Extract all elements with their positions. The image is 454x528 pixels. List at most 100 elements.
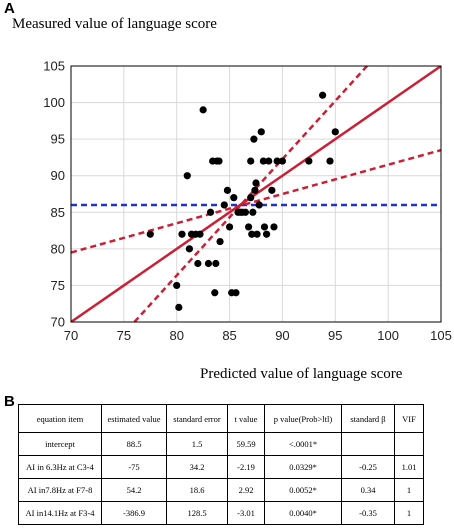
- data-point: [232, 289, 240, 297]
- cell: -0.35: [341, 501, 395, 525]
- cell: -386.9: [101, 501, 167, 525]
- cell: 0.0040*: [264, 501, 342, 525]
- data-point: [241, 208, 250, 216]
- cell: 0.0329*: [264, 455, 342, 479]
- data-point: [178, 230, 186, 238]
- y-tick-label: 95: [51, 132, 65, 147]
- data-point: [175, 303, 183, 311]
- x-tick-label: 95: [328, 328, 342, 343]
- cell: [394, 432, 424, 456]
- scatter-chart: 70 75 80 85 90 95 100 105 70 75 80 85 90 95 100 105: [43, 59, 452, 344]
- x-tick-label: 90: [275, 328, 289, 343]
- data-point: [216, 237, 224, 246]
- data-point: [245, 223, 253, 231]
- data-point: [252, 179, 260, 187]
- reference-lines: [71, 66, 441, 322]
- data-point: [259, 157, 267, 165]
- header-t-value: t value: [227, 404, 265, 433]
- data-point: [278, 157, 287, 165]
- data-point: [211, 289, 219, 297]
- x-tick-label: 80: [169, 328, 183, 343]
- cell: 0.34: [341, 478, 395, 502]
- y-tick-labels: 70 75 80 85 90 95 100 105: [43, 59, 65, 330]
- table-header-row: equation item estimated value standard e…: [18, 404, 424, 433]
- data-point: [248, 230, 256, 238]
- data-point: [225, 223, 234, 231]
- confidence-upper-line: [71, 148, 441, 254]
- cell: 1: [394, 478, 424, 502]
- data-point: [230, 194, 238, 202]
- y-tick-label: 105: [43, 59, 65, 74]
- data-point: [194, 259, 202, 268]
- data-point: [305, 157, 313, 165]
- cell: 54.2: [101, 478, 167, 502]
- data-point: [185, 245, 193, 253]
- cell: -2.19: [227, 455, 265, 479]
- data-point: [247, 194, 255, 202]
- data-point: [270, 223, 278, 231]
- data-point: [331, 128, 339, 136]
- header-vif: VIF: [394, 404, 424, 433]
- data-point: [326, 157, 334, 165]
- header-standard-beta: standard β: [341, 404, 395, 433]
- data-point: [199, 106, 207, 114]
- cell: 128.5: [166, 501, 228, 525]
- table-row: intercept 88.5 1.5 59.59 <.0001*: [18, 432, 424, 456]
- y-axis-title: Measured value of language score: [12, 16, 217, 32]
- cell: -3.01: [227, 501, 265, 525]
- x-tick-labels: 70 75 80 85 90 95 100 105: [64, 328, 452, 343]
- panel-label-a: A: [4, 0, 15, 17]
- x-tick-label: 105: [430, 328, 452, 343]
- data-point: [319, 91, 327, 99]
- cell: AI in 6.3Hz at C3-4: [18, 455, 102, 479]
- data-point: [196, 230, 204, 238]
- cell: [341, 432, 395, 456]
- y-tick-label: 70: [51, 315, 65, 330]
- data-point: [253, 230, 261, 238]
- cell: 18.6: [166, 478, 228, 502]
- cell: 34.2: [166, 455, 228, 479]
- data-point: [250, 135, 258, 143]
- cell: 2.92: [227, 478, 265, 502]
- header-equation-item: equation item: [18, 404, 102, 433]
- cell: 88.5: [101, 432, 167, 456]
- x-tick-label: 100: [377, 328, 399, 343]
- cell: 59.59: [227, 432, 265, 456]
- header-estimated-value: estimated value: [101, 404, 167, 433]
- data-point: [257, 128, 265, 136]
- table-row: AI in7.8Hz at F7-8 54.2 18.6 2.92 0.0052…: [18, 478, 424, 502]
- data-point: [215, 157, 223, 165]
- panel-label-b: B: [4, 393, 15, 410]
- data-point: [146, 230, 154, 238]
- header-standard-error: standard error: [166, 404, 228, 433]
- y-tick-label: 80: [51, 241, 65, 256]
- data-point: [273, 157, 281, 165]
- cell: 1: [394, 501, 424, 525]
- data-point: [265, 157, 273, 165]
- x-tick-label: 75: [117, 328, 131, 343]
- regression-table: equation item estimated value standard e…: [18, 404, 424, 525]
- cell: AI in7.8Hz at F7-8: [18, 478, 102, 502]
- plot-frame: [70, 65, 442, 323]
- cell: -0.25: [341, 455, 395, 479]
- cell: intercept: [18, 432, 102, 456]
- data-point: [220, 201, 228, 209]
- data-point: [206, 208, 215, 216]
- y-tick-label: 90: [51, 168, 65, 183]
- cell: -75: [101, 455, 167, 479]
- data-point: [212, 259, 220, 268]
- x-axis-title: Predicted value of language score: [200, 366, 403, 382]
- y-tick-label: 85: [51, 205, 65, 220]
- data-point: [247, 157, 255, 165]
- cell: 0.0052*: [264, 478, 342, 502]
- data-point: [173, 281, 181, 290]
- data-point: [255, 201, 263, 209]
- table-row: AI in14.1Hz at F3-4 -386.9 128.5 -3.01 0…: [18, 501, 424, 525]
- header-p-value: p value(Prob>ltl): [264, 404, 342, 433]
- cell: 1.5: [166, 432, 228, 456]
- data-point: [249, 208, 257, 216]
- fit-line: [71, 66, 441, 322]
- data-point: [262, 230, 271, 238]
- data-point: [204, 259, 213, 268]
- cell: <.0001*: [264, 432, 342, 456]
